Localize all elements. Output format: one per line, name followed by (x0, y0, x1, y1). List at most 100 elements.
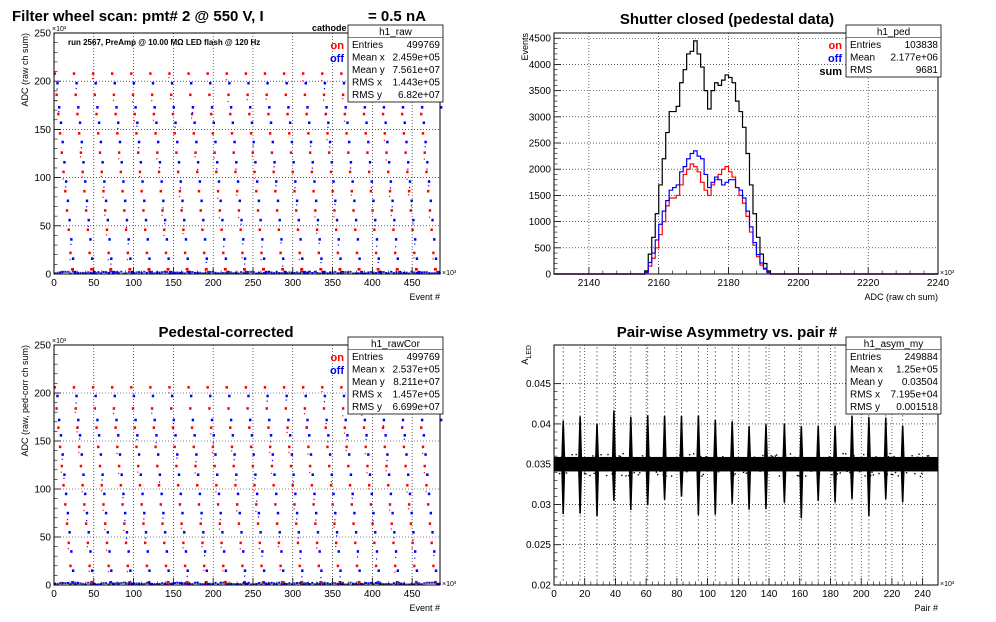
rawCor-point-on (58, 445, 62, 449)
raw-point-off (115, 106, 118, 109)
raw-point-baseline (428, 272, 431, 275)
rawCor-point-on (293, 508, 295, 510)
rawCor-point-off (189, 394, 193, 398)
rawCor-point-on (216, 503, 220, 506)
raw-point-off (103, 186, 105, 188)
raw-point-off (250, 121, 254, 125)
asym-point (843, 469, 846, 471)
asym-point (894, 471, 897, 474)
raw-point-off (174, 126, 176, 128)
raw-point-on (333, 209, 336, 212)
raw-point-on (246, 93, 249, 97)
rawCor-point-on (364, 453, 366, 455)
rawCor-point-off (429, 511, 433, 515)
rawCor-point-off (367, 453, 370, 456)
ped-series-sum (554, 40, 938, 275)
rawCor-point-on (269, 451, 271, 454)
asym-point (840, 456, 843, 459)
rawCor-point-on (95, 426, 98, 429)
rawCor-point-on (203, 569, 205, 571)
asym-point (683, 468, 685, 471)
rawCor-point-baseline (323, 582, 327, 585)
rawCor-point-off (315, 519, 317, 521)
rawCor-point-on (57, 426, 60, 429)
rawCor-point-off (160, 492, 163, 496)
raw-point-on (244, 72, 248, 75)
rawCor-point-off (117, 434, 120, 437)
rawCor-point-off (77, 426, 79, 428)
raw-point-on (270, 151, 274, 154)
raw-point-on (263, 72, 267, 75)
raw-point-on (341, 93, 345, 97)
rawCor-point-off (415, 569, 419, 572)
rawCor-point-off (125, 537, 128, 539)
rawCor-point-baseline (262, 581, 266, 584)
raw-point-off (304, 81, 307, 85)
raw-stats-value: 7.561e+07 (392, 65, 440, 76)
rawCor-point-baseline (176, 581, 179, 584)
rawCor-point-on (428, 522, 432, 525)
rawCor-point-off (101, 479, 103, 481)
asym-title: Pair-wise Asymmetry vs. pair # (617, 324, 838, 341)
asym-xtick-label: 40 (610, 589, 622, 600)
raw-point-off (327, 126, 329, 128)
raw-point-on (220, 228, 223, 232)
rawCor-point-off (382, 425, 385, 427)
raw-point-off (290, 140, 294, 144)
raw-point-on (295, 209, 298, 212)
asym-point (760, 464, 763, 466)
rawCor-point-on (204, 580, 208, 584)
rawCor-point-on (53, 386, 57, 389)
raw-point-on (81, 170, 84, 174)
asym-xtick-label: 100 (699, 589, 716, 600)
ped-series-off (554, 150, 938, 275)
rawCor-point-off (162, 517, 164, 519)
asym-ytick-label: 0.025 (526, 540, 551, 551)
raw-point-on (369, 189, 373, 193)
raw-point-on (289, 151, 293, 154)
rawCor-point-on (366, 464, 369, 468)
rawCor-point-on (366, 472, 368, 474)
raw-point-on (234, 170, 237, 174)
asym-point (889, 452, 891, 455)
raw-point-off (143, 199, 146, 203)
asym-point (755, 464, 757, 467)
rawCor-point-off (386, 459, 388, 462)
rawCor-point-off (177, 473, 181, 476)
rawCor-point-off (375, 558, 378, 560)
rawCor-stats-key: Mean x (352, 365, 385, 376)
raw-point-off (334, 203, 336, 206)
rawCor-point-off (427, 492, 431, 496)
raw-point-baseline (158, 271, 161, 274)
rawCor-point-off (339, 576, 341, 578)
rawCor-point-baseline (390, 583, 393, 586)
raw-point-off (75, 81, 78, 85)
raw-point-off (353, 199, 356, 203)
rawCor-point-off (238, 511, 241, 515)
rawCor-point-on (131, 407, 135, 410)
asym-xtick-label: 20 (579, 589, 591, 600)
rawCor-point-baseline (329, 583, 332, 586)
asym-point (911, 455, 913, 457)
rawCor-point-off (250, 434, 254, 437)
rawCor-point-on (394, 564, 397, 568)
rawCor-point-on (93, 407, 97, 410)
raw-point-on (121, 189, 124, 193)
rawCor-point-off (323, 394, 327, 398)
raw-point-on (272, 170, 275, 174)
asym-point (769, 466, 771, 468)
raw-point-baseline (321, 271, 324, 274)
raw-point-on (428, 216, 431, 218)
rawCor-point-on (223, 580, 227, 584)
raw-point-on (414, 267, 418, 271)
raw-point-on (199, 209, 202, 212)
rawCor-point-on (117, 464, 121, 468)
raw-point-baseline (359, 272, 362, 275)
raw-point-on (182, 233, 184, 235)
raw-point-off (222, 238, 226, 241)
raw-point-on (298, 258, 300, 261)
rawCor-point-off (271, 453, 274, 456)
raw-point-off (223, 245, 225, 248)
raw-point-on (373, 228, 376, 232)
asym-point (724, 464, 727, 467)
